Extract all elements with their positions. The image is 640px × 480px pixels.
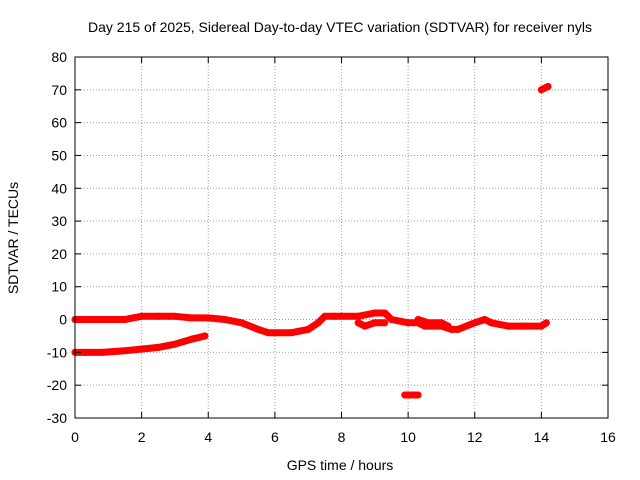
- x-tick-label: 4: [204, 429, 212, 445]
- x-tick-label: 10: [400, 429, 416, 445]
- y-tick-label: -20: [47, 377, 67, 393]
- data-point: [138, 312, 146, 320]
- x-tick-label: 12: [467, 429, 483, 445]
- data-point: [414, 316, 422, 323]
- data-point: [188, 335, 196, 343]
- x-tick-label: 2: [138, 429, 146, 445]
- y-tick-label: 30: [51, 213, 67, 229]
- data-point: [371, 319, 379, 327]
- data-point: [271, 329, 279, 337]
- y-tick-label: 10: [51, 279, 67, 295]
- data-point: [401, 391, 409, 399]
- data-point: [304, 325, 312, 333]
- axis-ticks: 0 2 4 6 8 10 12 14 16 -30 -20 -10 0 10 20 30 40 50 60 70 80: [47, 49, 616, 445]
- data-point: [204, 314, 212, 322]
- data-point: [201, 332, 209, 340]
- data-point: [454, 325, 462, 333]
- data-point: [504, 322, 512, 330]
- data-point: [254, 325, 262, 333]
- x-axis-label: GPS time / hours: [287, 457, 394, 473]
- y-tick-label: 0: [59, 312, 67, 328]
- data-point: [288, 329, 295, 337]
- data-point: [404, 319, 412, 327]
- data-point: [104, 316, 112, 323]
- y-tick-label: 50: [51, 147, 67, 163]
- data-point: [188, 314, 196, 322]
- data-series: [71, 83, 552, 399]
- data-point: [354, 319, 362, 327]
- data-point: [414, 391, 422, 399]
- y-tick-label: 40: [51, 180, 67, 196]
- series-track-c: [414, 316, 452, 330]
- x-tick-label: 8: [338, 429, 346, 445]
- data-point: [314, 319, 322, 327]
- x-tick-label: 14: [534, 429, 550, 445]
- data-point: [437, 319, 445, 327]
- data-point: [444, 322, 452, 330]
- data-point: [264, 329, 272, 337]
- x-tick-label: 6: [271, 429, 279, 445]
- data-point: [331, 312, 339, 320]
- data-point: [388, 316, 395, 323]
- data-point: [542, 319, 550, 327]
- data-point: [544, 83, 552, 90]
- data-point: [321, 312, 329, 320]
- data-point: [338, 312, 345, 320]
- data-point: [361, 322, 369, 330]
- data-point: [354, 312, 362, 320]
- y-tick-label: 70: [51, 82, 67, 98]
- data-point: [381, 319, 389, 327]
- series-track-b: [354, 319, 389, 330]
- x-tick-label: 16: [600, 429, 616, 445]
- data-point: [487, 319, 495, 327]
- data-point: [121, 316, 129, 323]
- data-point: [238, 319, 246, 327]
- y-tick-label: 60: [51, 115, 67, 131]
- data-point: [537, 322, 545, 330]
- data-point: [371, 309, 379, 317]
- y-tick-label: 80: [51, 49, 67, 65]
- x-tick-label: 0: [71, 429, 79, 445]
- data-point: [154, 343, 162, 351]
- grid-lines: [75, 57, 608, 418]
- data-point: [471, 319, 479, 327]
- y-axis-label: SDTVAR / TECUs: [5, 182, 21, 294]
- data-point: [424, 319, 432, 327]
- y-tick-label: -10: [47, 344, 67, 360]
- data-point: [98, 348, 106, 356]
- data-point: [521, 322, 529, 330]
- chart-title: Day 215 of 2025, Sidereal Day-to-day VTE…: [88, 19, 592, 35]
- data-point: [171, 312, 179, 320]
- y-tick-label: -30: [47, 410, 67, 426]
- data-point: [221, 316, 229, 323]
- data-point: [537, 86, 545, 94]
- y-tick-label: 20: [51, 246, 67, 262]
- data-point: [381, 309, 389, 317]
- data-point: [121, 347, 129, 355]
- data-point: [481, 316, 489, 323]
- data-point: [154, 312, 162, 320]
- data-point: [171, 340, 179, 348]
- data-point: [138, 345, 146, 353]
- data-point: [88, 316, 96, 323]
